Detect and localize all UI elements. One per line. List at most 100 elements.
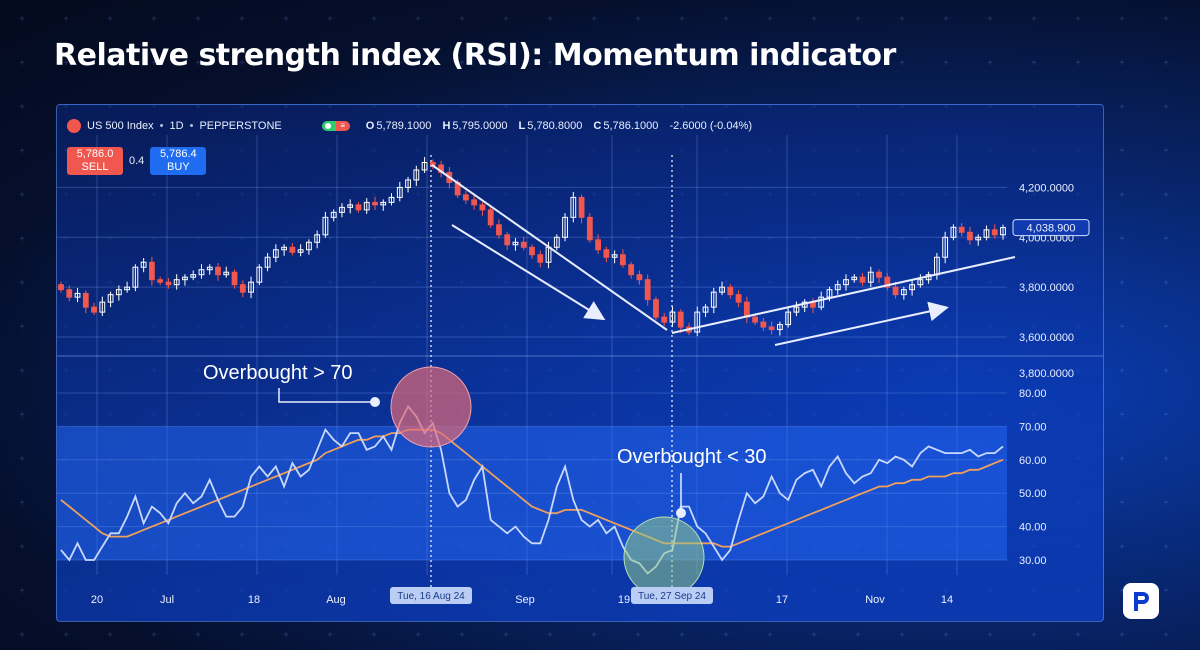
open-value: 5,789.1000 [376, 120, 432, 132]
candle-body [74, 292, 81, 298]
background-plus-mark: + [1163, 58, 1169, 69]
candle-body [553, 236, 560, 248]
candle-body [405, 179, 411, 188]
background-plus-mark: + [987, 630, 993, 641]
candle-body [157, 279, 164, 283]
candle-body [115, 289, 122, 296]
background-plus-mark: + [1031, 14, 1037, 25]
candle-body [99, 301, 106, 313]
background-plus-mark: + [63, 58, 69, 69]
background-plus-mark: + [19, 14, 25, 25]
chart-header: US 500 Index • 1D • PEPPERSTONE ≡ O 5,789… [67, 119, 760, 133]
background-plus-mark: + [107, 14, 113, 25]
page-title: Relative strength index (RSI): Momentum … [54, 38, 896, 73]
x-axis-tick-label: Aug [326, 594, 346, 606]
candle-body [983, 229, 990, 238]
background-plus-mark: + [239, 58, 245, 69]
background-plus-mark: + [1163, 366, 1169, 377]
background-plus-mark: + [547, 14, 553, 25]
price-axis-label: 3,800.0000 [1019, 282, 1074, 294]
background-plus-mark: + [679, 14, 685, 25]
candle-body [619, 254, 626, 266]
candle-body [843, 279, 849, 286]
ohlc-readout: O 5,789.1000 H 5,795.0000 L 5,780.8000 C 5,7… [366, 120, 760, 132]
overbought-callout-line [278, 388, 375, 403]
background-plus-mark: + [151, 58, 157, 69]
open-label: O [365, 120, 375, 132]
background-plus-mark: + [371, 630, 377, 641]
sell-price: 5,786.0 [76, 148, 114, 160]
background-plus-mark: + [503, 630, 509, 641]
background-plus-mark: + [635, 58, 641, 69]
candle-body [958, 226, 965, 233]
background-plus-mark: + [327, 58, 333, 69]
candle-body [182, 276, 188, 281]
candle-body [851, 276, 858, 281]
background-plus-mark: + [1119, 102, 1125, 113]
candle-body [297, 249, 304, 253]
candle-body [900, 289, 907, 296]
candle-body [165, 281, 172, 286]
background-plus-mark: + [459, 58, 465, 69]
background-plus-mark: + [811, 14, 817, 25]
background-plus-mark: + [327, 14, 333, 25]
x-axis-tick-label: 20 [91, 594, 103, 606]
symbol-name[interactable]: US 500 Index [87, 120, 154, 132]
background-plus-mark: + [19, 366, 25, 377]
background-plus-mark: + [1075, 630, 1081, 641]
date-tag-background [631, 587, 713, 604]
separator-dot: • [189, 120, 194, 132]
sell-button[interactable]: 5,786.0 SELL [67, 147, 123, 175]
rsi-axis-label: 80.00 [1019, 388, 1047, 400]
candle-body [644, 279, 651, 301]
background-plus-mark: + [1163, 102, 1169, 113]
background-plus-mark: + [371, 58, 377, 69]
candle-body [305, 241, 312, 251]
background-plus-mark: + [1119, 146, 1125, 157]
buy-button[interactable]: 5,786.4 BUY [150, 147, 207, 175]
quote-buttons: 5,786.0 SELL 0.4 5,786.4 BUY [67, 147, 207, 175]
candle-body [289, 246, 296, 253]
background-plus-mark: + [1119, 454, 1125, 465]
x-axis-tick-label: Sep [515, 594, 535, 606]
background-plus-mark: + [239, 14, 245, 25]
candle-body [752, 316, 759, 323]
background-plus-mark: + [723, 630, 729, 641]
candle-body [520, 241, 527, 248]
background-plus-mark: + [987, 14, 993, 25]
background-plus-mark: + [1031, 630, 1037, 641]
background-plus-mark: + [19, 190, 25, 201]
buy-price: 5,786.4 [159, 148, 197, 160]
x-axis-tick-label: 14 [941, 594, 953, 606]
candle-body [496, 224, 502, 236]
indicator-toggle-icon[interactable]: ≡ [321, 121, 350, 131]
candle-body [785, 311, 792, 326]
background-plus-mark: + [1119, 586, 1125, 597]
candle-body [504, 234, 511, 246]
x-axis-tick-label: Nov [865, 594, 885, 606]
overbought-callout-dot [370, 397, 380, 407]
background-plus-mark: + [547, 58, 553, 69]
background-plus-mark: + [19, 454, 25, 465]
candle-body [512, 241, 519, 246]
candle-body [198, 269, 205, 276]
background-plus-mark: + [1119, 498, 1125, 509]
background-plus-mark: + [19, 542, 25, 553]
high-value: 5,795.0000 [452, 120, 508, 132]
toggle-lines-icon: ≡ [335, 121, 350, 131]
background-plus-mark: + [1163, 586, 1169, 597]
candle-body [735, 294, 742, 303]
candle-body [363, 201, 370, 211]
candle-body [421, 161, 428, 171]
interval-label[interactable]: 1D [169, 120, 184, 132]
candle-body [1000, 227, 1006, 236]
rsi-line [60, 404, 1004, 575]
background-plus-mark: + [723, 14, 729, 25]
candle-body [66, 289, 73, 298]
candle-body [950, 226, 957, 238]
candle-body [586, 216, 593, 241]
candle-body [107, 294, 114, 303]
background-plus-mark: + [415, 58, 421, 69]
background-plus-mark: + [899, 630, 905, 641]
candle-body [462, 194, 469, 201]
